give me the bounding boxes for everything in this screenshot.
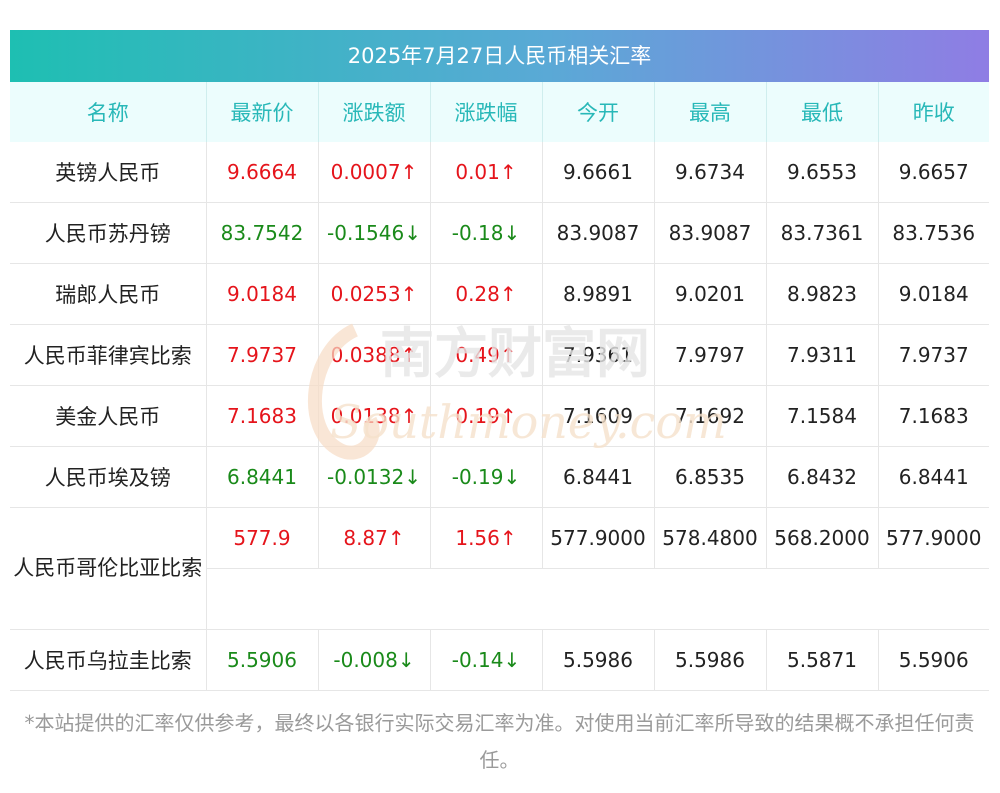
table-row: 人民币乌拉圭比索 5.5906 -0.008↓ -0.14↓ 5.5986 5.…: [10, 629, 989, 691]
prev-close-price: 7.1683: [878, 385, 989, 447]
header-latest: 最新价: [206, 82, 319, 142]
header-high: 最高: [654, 82, 767, 142]
currency-pair-name: 美金人民币: [10, 385, 207, 447]
currency-pair-name: 人民币埃及镑: [10, 446, 207, 508]
high-price: 9.0201: [654, 263, 767, 325]
high-price: 578.4800: [654, 507, 767, 569]
currency-pair-name: 人民币乌拉圭比索: [10, 629, 207, 691]
currency-pair-name: 人民币哥伦比亚比索: [10, 507, 207, 630]
high-price: 6.8535: [654, 446, 767, 508]
table-row: 人民币埃及镑 6.8441 -0.0132↓ -0.19↓ 6.8441 6.8…: [10, 446, 989, 508]
table-row-spacer: [10, 568, 989, 630]
table-row: 人民币哥伦比亚比索 577.9 8.87↑ 1.56↑ 577.9000 578…: [10, 507, 989, 630]
low-price: 9.6553: [766, 142, 879, 203]
rate-table-container: 2025年7月27日人民币相关汇率 名称 最新价 涨跌额 涨跌幅 今开 最高 最…: [10, 30, 989, 691]
open-price: 83.9087: [542, 202, 655, 264]
change-percent: 0.28↑: [430, 263, 543, 325]
high-price: 9.6734: [654, 142, 767, 203]
change-percent: 0.01↑: [430, 142, 543, 203]
prev-close-price: 83.7536: [878, 202, 989, 264]
change-percent: -0.18↓: [430, 202, 543, 264]
change-amount: -0.1546↓: [318, 202, 431, 264]
latest-price: 9.6664: [206, 142, 319, 203]
header-change: 涨跌额: [318, 82, 431, 142]
empty-cell: [206, 568, 989, 630]
header-open: 今开: [542, 82, 655, 142]
open-price: 577.9000: [542, 507, 655, 569]
prev-close-price: 7.9737: [878, 324, 989, 386]
prev-close-price: 9.6657: [878, 142, 989, 203]
prev-close-price: 5.5906: [878, 629, 989, 691]
open-price: 8.9891: [542, 263, 655, 325]
low-price: 7.9311: [766, 324, 879, 386]
header-name: 名称: [10, 82, 207, 142]
header-change-pct: 涨跌幅: [430, 82, 543, 142]
disclaimer-footnote: *本站提供的汇率仅供参考，最终以各银行实际交易汇率为准。对使用当前汇率所导致的结…: [24, 711, 975, 772]
table-row: 人民币菲律宾比索 7.9737 0.0388↑ 0.49↑ 7.9361 7.9…: [10, 324, 989, 386]
open-price: 7.9361: [542, 324, 655, 386]
table-row: 人民币苏丹镑 83.7542 -0.1546↓ -0.18↓ 83.9087 8…: [10, 202, 989, 264]
header-low: 最低: [766, 82, 879, 142]
high-price: 83.9087: [654, 202, 767, 264]
change-amount: 0.0388↑: [318, 324, 431, 386]
high-price: 5.5986: [654, 629, 767, 691]
latest-price: 9.0184: [206, 263, 319, 325]
open-price: 5.5986: [542, 629, 655, 691]
high-price: 7.1692: [654, 385, 767, 447]
currency-pair-name: 人民币菲律宾比索: [10, 324, 207, 386]
low-price: 5.5871: [766, 629, 879, 691]
prev-close-price: 9.0184: [878, 263, 989, 325]
table-row: 美金人民币 7.1683 0.0138↑ 0.19↑ 7.1609 7.1692…: [10, 385, 989, 447]
open-price: 7.1609: [542, 385, 655, 447]
change-amount: 0.0007↑: [318, 142, 431, 203]
table-row: 瑞郎人民币 9.0184 0.0253↑ 0.28↑ 8.9891 9.0201…: [10, 263, 989, 325]
prev-close-price: 6.8441: [878, 446, 989, 508]
table-title: 2025年7月27日人民币相关汇率: [10, 30, 989, 82]
latest-price: 7.1683: [206, 385, 319, 447]
latest-price: 7.9737: [206, 324, 319, 386]
change-percent: 0.19↑: [430, 385, 543, 447]
latest-price: 5.5906: [206, 629, 319, 691]
currency-pair-name: 英镑人民币: [10, 142, 207, 203]
latest-price: 6.8441: [206, 446, 319, 508]
low-price: 8.9823: [766, 263, 879, 325]
change-percent: -0.19↓: [430, 446, 543, 508]
latest-price: 577.9: [206, 507, 319, 569]
high-price: 7.9797: [654, 324, 767, 386]
low-price: 568.2000: [766, 507, 879, 569]
change-amount: -0.0132↓: [318, 446, 431, 508]
change-amount: -0.008↓: [318, 629, 431, 691]
currency-pair-name: 人民币苏丹镑: [10, 202, 207, 264]
change-percent: 0.49↑: [430, 324, 543, 386]
change-amount: 0.0253↑: [318, 263, 431, 325]
low-price: 7.1584: [766, 385, 879, 447]
low-price: 83.7361: [766, 202, 879, 264]
change-percent: -0.14↓: [430, 629, 543, 691]
open-price: 6.8441: [542, 446, 655, 508]
change-percent: 1.56↑: [430, 507, 543, 569]
latest-price: 83.7542: [206, 202, 319, 264]
open-price: 9.6661: [542, 142, 655, 203]
header-prev-close: 昨收: [878, 82, 989, 142]
change-amount: 8.87↑: [318, 507, 431, 569]
currency-pair-name: 瑞郎人民币: [10, 263, 207, 325]
low-price: 6.8432: [766, 446, 879, 508]
table-row: 英镑人民币 9.6664 0.0007↑ 0.01↑ 9.6661 9.6734…: [10, 142, 989, 203]
exchange-rate-table: 名称 最新价 涨跌额 涨跌幅 今开 最高 最低 昨收 英镑人民币 9.6664 …: [10, 82, 989, 691]
header-row: 名称 最新价 涨跌额 涨跌幅 今开 最高 最低 昨收: [10, 82, 989, 142]
prev-close-price: 577.9000: [878, 507, 989, 569]
change-amount: 0.0138↑: [318, 385, 431, 447]
